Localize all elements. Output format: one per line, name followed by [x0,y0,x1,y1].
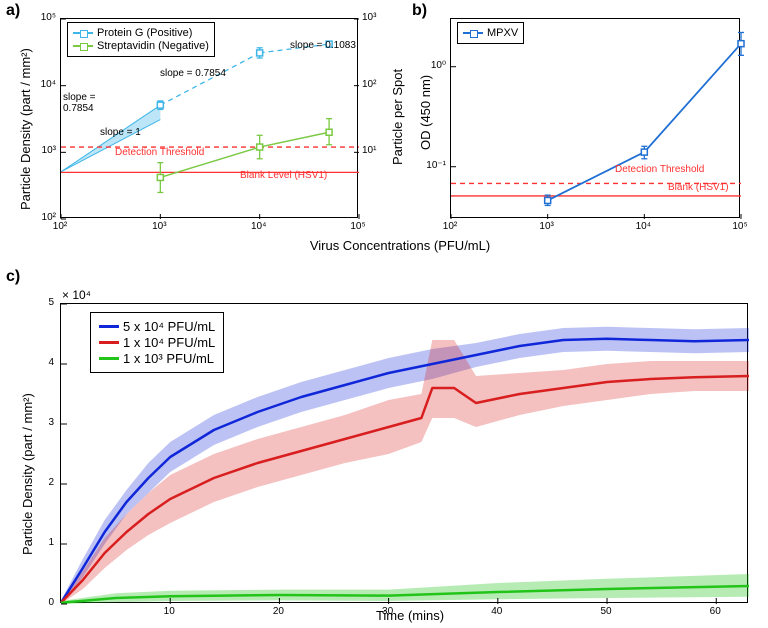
figure-root: a) b) c) Virus Concentrations (PFU/mL) P… [0,0,768,628]
legend-swatch-c1 [99,341,119,344]
tick-label: 10 [164,606,175,617]
annotation-slope-01083: slope = 0.1083 [290,40,356,51]
tick-label: 10² [362,79,376,90]
legend-swatch-mpxv [463,32,483,34]
annotation-detection-threshold-a: Detection Threshold [115,147,204,158]
tick-label: 10³ [362,12,376,23]
panel-a-legend: Protein G (Positive) Streptavidin (Negat… [67,22,215,57]
legend-label-mpxv: MPXV [487,27,518,39]
panel-c-y-label: Particle Density (part / mm²) [20,393,35,555]
tick-label: 10⁻¹ [426,160,446,171]
legend-label-c2: 1 x 10³ PFU/mL [123,351,214,366]
tick-label: 10⁴ [636,221,651,232]
legend-item-positive: Protein G (Positive) [73,27,209,39]
tick-label: 0 [48,597,54,608]
tick-label: 50 [600,606,611,617]
legend-item-mpxv: MPXV [463,27,518,39]
panel-c-y-multiplier: × 10⁴ [62,288,91,302]
panel-c-label: c) [6,268,20,286]
annotation-blank-level-a: Blank Level (HSV1) [240,170,327,181]
tick-label: 1 [48,537,54,548]
tick-label: 10⁴ [41,79,56,90]
tick-label: 30 [382,606,393,617]
legend-label-positive: Protein G (Positive) [97,27,192,39]
ab-x-axis-label: Virus Concentrations (PFU/mL) [220,238,580,253]
legend-item-c0: 5 x 10⁴ PFU/mL [99,319,215,334]
legend-item-c2: 1 x 10³ PFU/mL [99,351,215,366]
panel-a-label: a) [6,2,20,20]
tick-label: 5 [48,297,54,308]
tick-label: 60 [710,606,721,617]
legend-label-c0: 5 x 10⁴ PFU/mL [123,319,215,334]
panel-b-legend: MPXV [457,22,524,44]
annotation-detection-threshold-b: Detection Threshold [615,164,704,175]
tick-label: 10² [443,221,457,232]
tick-label: 10⁰ [431,60,446,71]
legend-label-negative: Streptavidin (Negative) [97,40,209,52]
panel-a-yleft-label: Particle Density (part / mm²) [18,48,33,210]
annotation-blank-b: Blank (HSV1) [668,182,729,193]
panel-a-yright-label: Particle per Spot [390,69,405,165]
tick-label: 3 [48,417,54,428]
tick-label: 10¹ [362,145,376,156]
legend-swatch-c0 [99,325,119,328]
annotation-slope-left-top: slope = 0.7854 [63,92,96,114]
panel-c-x-label: Time (mins) [360,608,460,623]
tick-label: 40 [491,606,502,617]
tick-label: 10³ [152,221,166,232]
tick-label: 20 [273,606,284,617]
tick-label: 10³ [539,221,553,232]
tick-label: 10⁵ [350,221,365,232]
legend-label-c1: 1 x 10⁴ PFU/mL [123,335,215,350]
legend-item-c1: 1 x 10⁴ PFU/mL [99,335,215,350]
tick-label: 10⁵ [732,221,747,232]
tick-label: 10⁴ [251,221,266,232]
legend-item-negative: Streptavidin (Negative) [73,40,209,52]
tick-label: 10² [42,212,56,223]
tick-label: 10⁵ [41,12,56,23]
panel-b-y-label: OD (450 nm) [418,75,433,150]
tick-label: 10³ [42,145,56,156]
tick-label: 2 [48,477,54,488]
panel-b-label: b) [412,2,427,20]
tick-label: 4 [48,357,54,368]
legend-swatch-c2 [99,357,119,360]
panel-c-legend: 5 x 10⁴ PFU/mL 1 x 10⁴ PFU/mL 1 x 10³ PF… [90,312,224,373]
annotation-slope-left-bottom: slope = 1 [100,127,141,138]
annotation-slope-07854: slope = 0.7854 [160,68,226,79]
legend-swatch-positive [73,32,93,34]
legend-swatch-negative [73,45,93,47]
